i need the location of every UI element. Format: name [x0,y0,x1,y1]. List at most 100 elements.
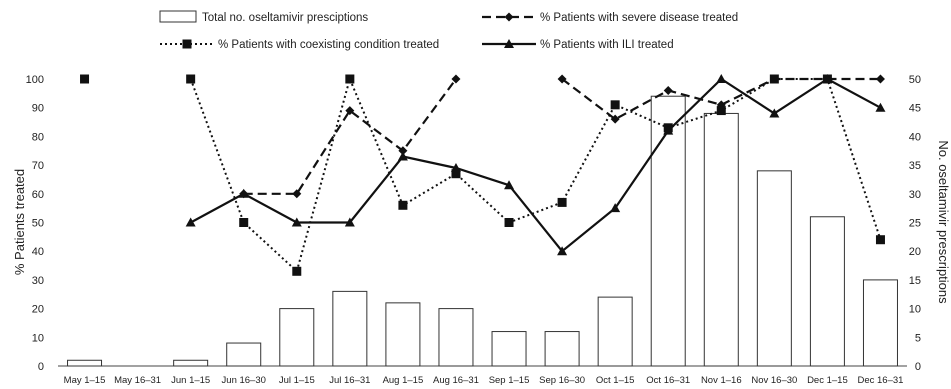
y-left-tick-label: 60 [32,189,44,201]
legend: Total no. oseltamivir presciptions % Pati… [159,10,738,51]
data-point [186,74,196,84]
bar [332,290,368,367]
data-point [451,74,461,84]
bar [67,359,103,367]
data-point [291,217,302,227]
data-point [716,106,726,116]
bar [703,112,739,367]
y-right-tick-label: 10 [909,304,921,316]
data-point [451,169,461,179]
x-tick-label: Jul 1–15 [279,375,315,386]
bar [491,331,527,367]
data-point [557,246,568,256]
data-point [504,218,514,227]
x-tick-label: Sep 16–30 [539,375,585,386]
series-line [190,77,882,253]
data-point [822,74,833,83]
x-tick-label: May 1–15 [64,375,106,386]
data-point [239,218,249,227]
x-tick-label: Jun 1–15 [171,375,210,386]
data-point [769,108,780,118]
y-right-tick-label: 25 [909,218,921,230]
bar [279,308,315,367]
data-point [345,74,355,84]
y-left-tick-label: 0 [38,361,44,373]
data-point [769,74,779,84]
x-tick-label: Dec 16–31 [857,375,903,386]
data-point [610,100,620,110]
legend-marker [182,39,192,49]
y-left-tick-label: 30 [32,275,44,287]
data-point [716,74,727,83]
x-tick-label: May 16–31 [114,375,161,386]
x-tick-label: Jun 16–30 [222,375,266,386]
x-tick-label: Aug 16–31 [433,375,479,386]
bar [650,95,686,367]
legend-label: % Patients with coexisting condition tre… [218,39,439,51]
legend-marker [504,12,514,22]
data-point [875,102,886,112]
x-tick-label: Nov 1–16 [701,375,742,386]
legend-label: Total no. oseltamivir presciptions [202,12,368,24]
y-right-tick-label: 0 [915,361,921,373]
x-tick-label: Oct 16–31 [646,375,690,386]
data-point [238,188,249,198]
data-point [663,125,674,135]
data-point [344,217,355,227]
data-point [875,74,885,84]
data-point [292,189,302,199]
y-left-tick-label: 90 [32,103,44,115]
data-point [345,106,355,116]
y-left-tick-label: 20 [32,304,44,316]
y-left-tick-label: 50 [32,218,44,230]
data-point [292,266,302,276]
data-point [557,74,567,84]
data-point [557,197,567,207]
legend-swatch [159,10,197,23]
x-tick-label: Oct 1–15 [596,375,635,386]
y-left-tick-label: 100 [26,74,44,86]
y-axis-left-title: % Patients treated [12,169,27,275]
y-right-tick-label: 5 [915,332,921,344]
y-right-tick-label: 20 [909,246,921,258]
series-line [243,78,457,195]
y-right-tick-label: 40 [909,131,921,143]
line-series [80,74,886,276]
x-tick-label: Dec 1–15 [807,375,848,386]
data-point [80,74,90,84]
data-point [504,180,515,190]
data-point [450,162,461,172]
bar [597,296,633,367]
y-left-tick-label: 40 [32,246,44,258]
y-right-tick-label: 30 [909,189,921,201]
legend-label: % Patients with severe disease treated [540,12,738,24]
bar [756,170,792,367]
bar-series [67,95,898,367]
data-point [610,114,620,124]
data-point [397,151,408,161]
y-left-tick-label: 80 [32,131,44,143]
bar [385,302,421,367]
bar [862,279,898,367]
y-right-tick-label: 35 [909,160,921,172]
y-left-tick-label: 70 [32,160,44,172]
bar [809,216,845,367]
y-axis-right-title: No. oseltamivir prescriptions [936,140,951,304]
y-right-tick-label: 15 [909,275,921,287]
x-tick-label: Sep 1–15 [489,375,530,386]
data-point [185,217,196,227]
x-tick-label: Nov 16–30 [751,375,797,386]
x-tick-label: Aug 1–15 [383,375,424,386]
y-left-tick-label: 10 [32,332,44,344]
bar [226,342,262,367]
x-tick-label: Jul 16–31 [329,375,370,386]
bar [173,359,209,367]
data-point [398,146,408,156]
legend-label: % Patients with ILI treated [540,39,674,51]
y-right-tick-label: 50 [909,74,921,86]
data-point [610,203,621,213]
legend-marker [504,39,514,48]
bar [544,331,580,367]
tick-labels: 0 10 20 30 40 50 60 70 80 90 100 0 5 10 15 20 25 30 35 40 45… [26,74,921,386]
